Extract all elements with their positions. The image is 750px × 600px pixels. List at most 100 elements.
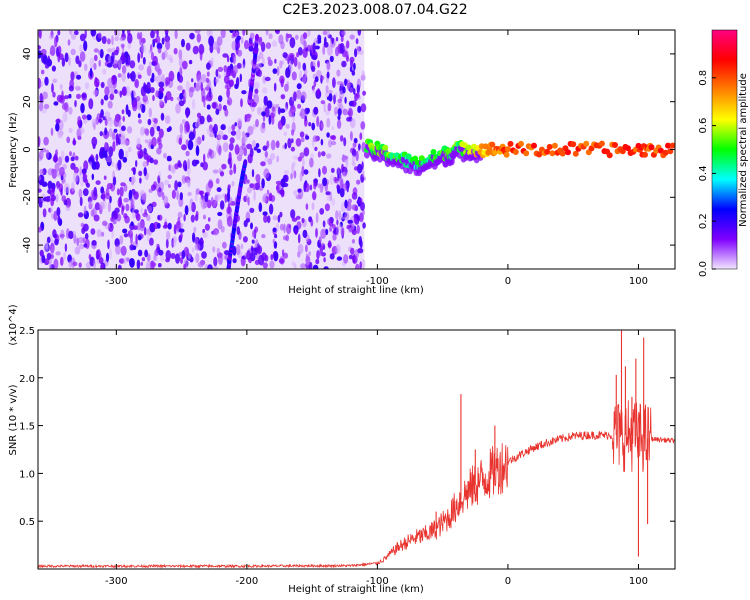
noise-cell [177, 160, 181, 168]
noise-cell [279, 211, 283, 218]
noise-cell [281, 178, 286, 188]
noise-cell [152, 123, 158, 129]
noise-cell [155, 35, 161, 44]
noise-cell [83, 223, 89, 232]
noise-cell [250, 251, 256, 262]
noise-cell [308, 122, 312, 127]
noise-cell [227, 202, 231, 213]
noise-cell [255, 173, 261, 183]
noise-cell [279, 108, 286, 113]
noise-cell [138, 170, 143, 177]
noise-cell [140, 261, 144, 266]
noise-cell [333, 176, 338, 182]
noise-cell [100, 231, 105, 237]
noise-cell [79, 127, 85, 134]
noise-cell [137, 52, 141, 63]
noise-cell [322, 45, 326, 56]
noise-cell [88, 200, 94, 209]
noise-cell [233, 64, 238, 75]
noise-cell [246, 143, 253, 150]
noise-cell [297, 47, 303, 56]
noise-cell [288, 60, 292, 71]
noise-cell [202, 202, 208, 209]
noise-cell [359, 261, 363, 269]
track-point-2 [551, 142, 558, 149]
x-tick-label: -200 [236, 276, 259, 287]
noise-cell [56, 207, 61, 217]
noise-cell [142, 57, 146, 65]
noise-cell [106, 156, 112, 163]
noise-cell [200, 162, 204, 168]
noise-cell [73, 30, 79, 36]
noise-cell [102, 220, 108, 226]
noise-cell [217, 130, 224, 140]
noise-cell [206, 127, 212, 135]
noise-cell [131, 167, 137, 172]
noise-cell [48, 34, 55, 40]
track-point-2 [430, 149, 437, 155]
noise-cell [321, 122, 324, 129]
noise-cell [102, 68, 107, 75]
noise-cell [273, 251, 279, 262]
noise-cell [303, 147, 310, 157]
noise-cell [291, 129, 295, 136]
noise-cell [202, 228, 206, 234]
noise-cell [55, 118, 61, 124]
noise-cell [305, 203, 309, 211]
noise-cell [191, 98, 196, 110]
noise-cell [266, 140, 270, 149]
noise-cell [181, 60, 188, 70]
noise-cell [267, 56, 271, 62]
noise-cell [119, 235, 124, 245]
noise-cell [60, 188, 63, 196]
noise-cell [263, 168, 270, 179]
noise-cell [111, 35, 114, 46]
noise-cell [286, 223, 292, 235]
noise-cell [199, 115, 205, 125]
noise-cell [107, 117, 114, 128]
noise-cell [341, 216, 345, 222]
track-point-2 [512, 149, 519, 155]
noise-cell [150, 262, 157, 267]
noise-cell [206, 62, 211, 70]
noise-cell [336, 225, 339, 236]
noise-cell [50, 197, 55, 207]
noise-cell [118, 258, 125, 264]
noise-cell [250, 222, 253, 230]
noise-cell [343, 254, 349, 264]
noise-cell [256, 62, 262, 69]
noise-cell [312, 264, 319, 269]
noise-cell [258, 202, 263, 213]
noise-cell [260, 123, 266, 134]
noise-cell [318, 37, 322, 43]
noise-cell [192, 232, 196, 243]
noise-cell [119, 36, 126, 42]
noise-cell [70, 162, 76, 170]
noise-cell [349, 34, 355, 40]
noise-cell [217, 66, 224, 72]
noise-cell [262, 262, 268, 269]
y-tick-label: 40 [22, 48, 33, 61]
noise-cell [264, 76, 271, 82]
noise-cell [127, 30, 131, 36]
noise-cell [224, 193, 228, 203]
noise-cell [49, 51, 55, 55]
x-tick-label: -100 [366, 576, 389, 587]
noise-cell [340, 226, 345, 237]
noise-cell [93, 54, 98, 62]
noise-cell [318, 168, 321, 178]
noise-cell [234, 83, 239, 90]
noise-cell [217, 74, 221, 79]
noise-cell [279, 223, 285, 231]
noise-cell [232, 53, 236, 65]
noise-cell [331, 198, 336, 206]
noise-cell [303, 32, 308, 40]
noise-cell [73, 137, 76, 146]
spectrogram-y-axis-label: Frequency (Hz) [8, 112, 19, 188]
noise-cell [194, 192, 198, 202]
noise-cell [362, 222, 366, 229]
noise-cell [114, 36, 119, 42]
noise-cell [231, 40, 237, 51]
noise-cell [47, 180, 53, 190]
noise-cell [103, 175, 107, 180]
